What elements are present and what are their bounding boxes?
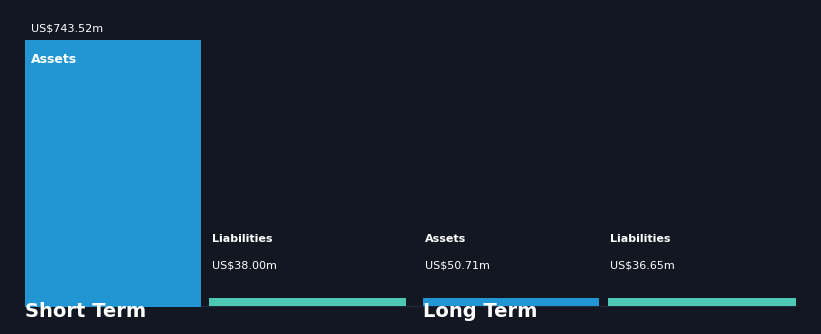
Text: US$36.65m: US$36.65m bbox=[610, 261, 675, 271]
Text: US$38.00m: US$38.00m bbox=[212, 261, 277, 271]
Text: US$743.52m: US$743.52m bbox=[31, 23, 103, 33]
Text: Long Term: Long Term bbox=[423, 302, 537, 321]
FancyBboxPatch shape bbox=[25, 40, 201, 307]
Text: Liabilities: Liabilities bbox=[212, 234, 273, 244]
FancyBboxPatch shape bbox=[608, 298, 796, 306]
FancyBboxPatch shape bbox=[209, 298, 406, 306]
FancyBboxPatch shape bbox=[423, 298, 599, 306]
Text: Liabilities: Liabilities bbox=[610, 234, 671, 244]
Text: Assets: Assets bbox=[31, 53, 77, 66]
Text: Short Term: Short Term bbox=[25, 302, 146, 321]
Text: Assets: Assets bbox=[425, 234, 466, 244]
Text: US$50.71m: US$50.71m bbox=[425, 261, 490, 271]
